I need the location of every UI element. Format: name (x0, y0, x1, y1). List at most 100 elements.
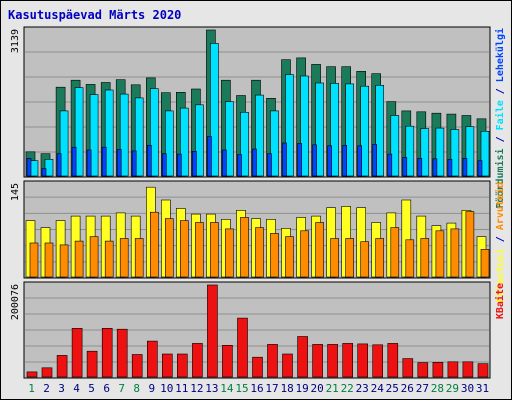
bar-Faile-day-15 (240, 112, 249, 177)
x-tick-day-18: 18 (280, 382, 293, 395)
bar-KBaite-day-28 (432, 361, 444, 378)
bar-KBaite-day-3 (56, 355, 68, 378)
x-tick-day-27: 27 (416, 382, 429, 395)
bar-Lehekülgi-day-9 (147, 145, 152, 177)
bar-Arvuteid-day-20 (315, 222, 324, 278)
bar-Faile-day-29 (450, 129, 460, 177)
legend-part: Faile (494, 100, 506, 130)
bar-Lehekülgi-day-5 (86, 149, 92, 177)
bar-Lehekülgi-day-22 (342, 145, 348, 177)
bar-Faile-day-6 (104, 89, 114, 177)
bar-Arvuteid-day-30 (465, 211, 475, 278)
bar-Lehekülgi-day-18 (282, 142, 287, 177)
bar-KBaite-day-11 (177, 353, 188, 378)
bar-Arvuteid-day-14 (225, 228, 234, 278)
x-tick-day-29: 29 (446, 382, 459, 395)
bar-KBaite-day-12 (192, 343, 203, 378)
bar-Arvuteid-day-13 (210, 222, 219, 278)
bar-Lehekülgi-day-29 (447, 159, 453, 177)
bar-KBaite-day-19 (297, 336, 308, 378)
x-tick-day-1: 1 (28, 382, 35, 395)
series-KBaite (26, 284, 489, 378)
bar-Faile-day-20 (315, 82, 324, 177)
bar-Lehekülgi-day-26 (402, 157, 408, 177)
bar-KBaite-day-23 (357, 343, 369, 378)
bar-KBaite-day-5 (86, 350, 98, 378)
bar-Faile-day-31 (480, 131, 490, 177)
bar-Arvuteid-day-1 (29, 242, 39, 278)
bar-Arvuteid-day-27 (420, 238, 430, 278)
bar-Arvuteid-day-22 (345, 238, 355, 278)
bar-Faile-day-13 (210, 43, 219, 177)
x-tick-day-14: 14 (220, 382, 234, 395)
bar-KBaite-day-8 (131, 354, 143, 378)
bar-Arvuteid-day-9 (150, 211, 159, 278)
legend-part: Pöördumisi (494, 148, 506, 208)
bar-Arvuteid-day-25 (390, 227, 400, 278)
x-tick-day-4: 4 (73, 382, 80, 395)
right-legend-visits: Külastusi / Arvuteid (494, 182, 506, 302)
legend-part: Arvuteid (494, 182, 506, 230)
bar-Faile-day-14 (225, 101, 234, 177)
bar-Arvuteid-day-10 (165, 218, 174, 278)
bar-Arvuteid-day-17 (270, 233, 279, 278)
x-tick-day-2: 2 (43, 382, 50, 395)
bar-Lehekülgi-day-2 (41, 168, 47, 177)
bar-Faile-day-4 (74, 87, 84, 177)
bar-Arvuteid-day-18 (285, 236, 294, 278)
bar-Faile-day-30 (465, 126, 475, 177)
bar-Arvuteid-day-11 (180, 220, 189, 278)
bar-KBaite-day-29 (447, 361, 459, 378)
bar-Faile-day-16 (255, 94, 264, 177)
bar-Lehekülgi-day-20 (312, 144, 317, 177)
bar-Faile-day-27 (420, 128, 430, 177)
bar-Lehekülgi-day-6 (101, 146, 107, 177)
bar-KBaite-day-16 (252, 356, 263, 378)
x-tick-day-11: 11 (175, 382, 188, 395)
bar-Arvuteid-day-2 (44, 242, 54, 278)
bar-KBaite-day-17 (267, 344, 278, 378)
panel-visits: 145 Külastusi / Arvuteid (10, 180, 506, 302)
bar-KBaite-day-18 (282, 353, 293, 378)
x-tick-day-8: 8 (133, 382, 140, 395)
x-tick-day-30: 30 (461, 382, 474, 395)
x-tick-day-6: 6 (103, 382, 110, 395)
bar-Arvuteid-day-8 (134, 238, 144, 278)
legend-part: / (495, 82, 506, 100)
bar-KBaite-day-4 (71, 327, 83, 378)
y-max-label-bytes: 200076 (10, 284, 21, 320)
bar-KBaite-day-25 (387, 343, 399, 378)
bar-KBaite-day-1 (26, 371, 38, 378)
chart-title: Kasutuspäevad Märts 2020 (8, 8, 181, 22)
bar-Faile-day-11 (180, 107, 189, 177)
x-tick-day-21: 21 (326, 382, 339, 395)
bar-Lehekülgi-day-13 (207, 136, 212, 177)
bar-Arvuteid-day-12 (195, 222, 204, 278)
legend-part: Külastusi (494, 248, 506, 302)
x-tick-day-26: 26 (401, 382, 414, 395)
bar-Lehekülgi-day-8 (131, 150, 137, 177)
bar-Faile-day-22 (345, 83, 355, 177)
bar-Lehekülgi-day-15 (237, 154, 242, 177)
bar-Lehekülgi-day-16 (252, 148, 257, 177)
bar-Arvuteid-day-24 (375, 238, 385, 278)
bar-Lehekülgi-day-7 (116, 149, 122, 177)
bar-Faile-day-24 (375, 85, 385, 177)
panel-bytes: 200076 KBaite (10, 281, 506, 379)
series-Faile (29, 43, 490, 177)
bar-Faile-day-8 (134, 97, 144, 177)
x-tick-day-13: 13 (205, 382, 218, 395)
x-tick-day-22: 22 (341, 382, 354, 395)
x-tick-day-12: 12 (190, 382, 203, 395)
bar-Lehekülgi-day-17 (267, 153, 272, 177)
bar-KBaite-day-31 (477, 363, 489, 378)
bar-Lehekülgi-day-14 (222, 149, 227, 177)
bar-KBaite-day-26 (402, 358, 414, 378)
x-tick-day-31: 31 (476, 382, 489, 395)
bar-Lehekülgi-day-11 (177, 153, 182, 177)
x-tick-day-7: 7 (118, 382, 125, 395)
bar-Lehekülgi-day-27 (417, 158, 423, 177)
legend-part: / (495, 130, 506, 148)
bar-KBaite-day-21 (327, 344, 338, 378)
